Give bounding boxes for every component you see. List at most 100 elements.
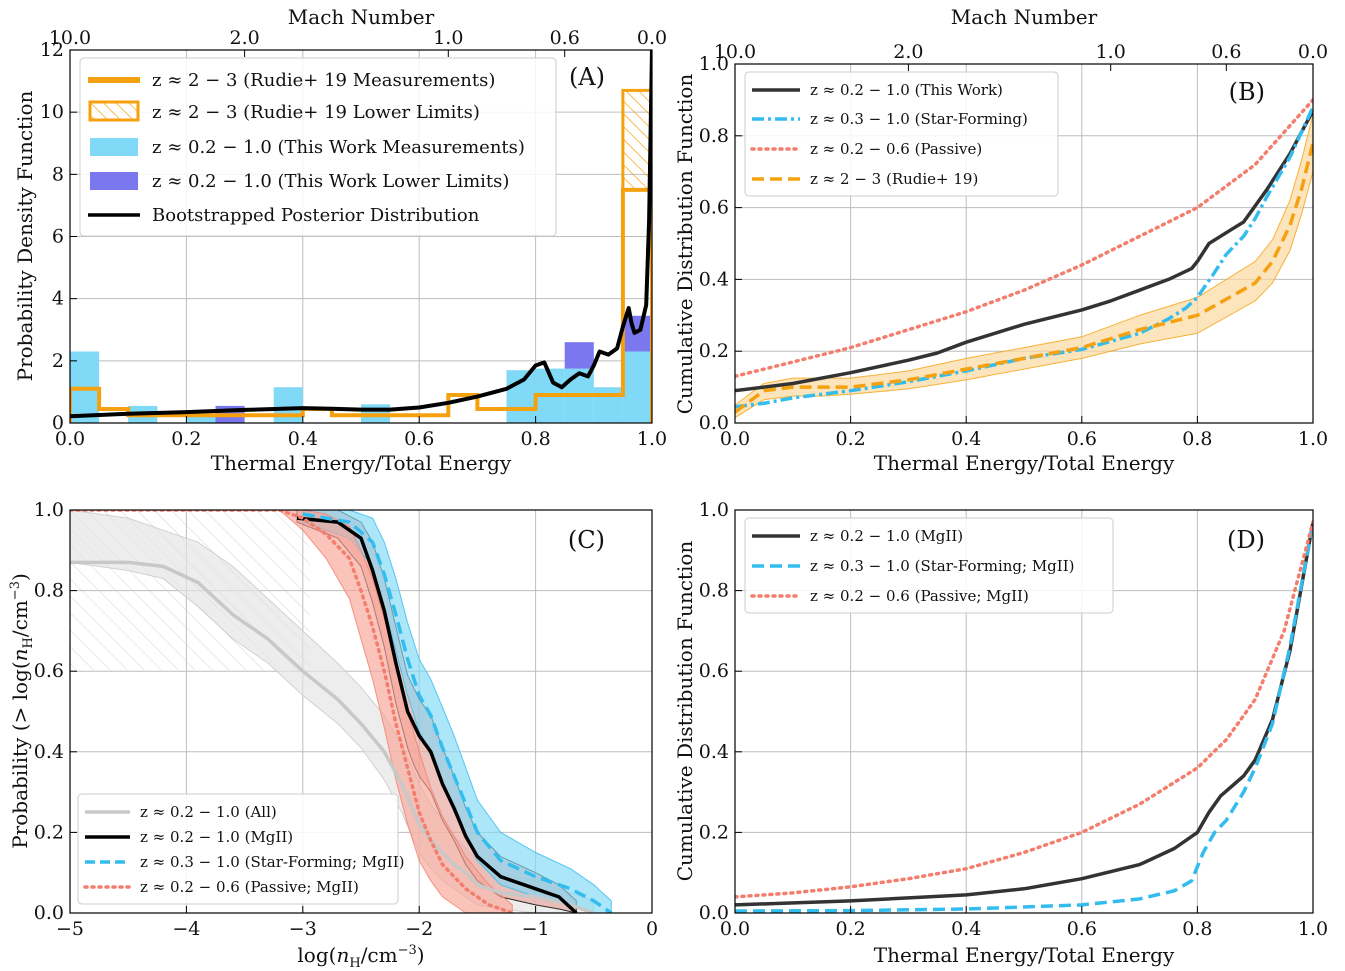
plot-area-c: [70, 510, 613, 913]
tick-label-x-b: 0.0: [720, 428, 750, 450]
series-line-c: [302, 512, 613, 913]
ticks-d: 0.0 0.2 0.4 0.6 0.8 1.0 0.0 0.2 0.4 0.6 0.8 1.0: [699, 499, 1328, 940]
series-line-d: [735, 521, 1313, 913]
tick-label-y-a: 0: [52, 412, 64, 434]
tick-label-x-c: −4: [172, 918, 200, 940]
ticks-c: −5 −4 −3 −2 −1 0 0.0 0.2 0.4 0.6 0.8 1.0: [34, 499, 658, 940]
tick-label-top-a: 1.0: [433, 27, 463, 49]
legend-a-frame: [79, 57, 557, 237]
panel-b-tag: (B): [1229, 78, 1265, 106]
tick-label-y-c: 0.2: [34, 821, 64, 843]
histogram-bar-measurements: [506, 370, 536, 423]
tick-label-x-a: 0.0: [55, 428, 85, 450]
axes-frame-c: [69, 509, 653, 914]
legend-b-label: z ≈ 0.2 − 0.6 (Passive): [810, 140, 982, 158]
series-line-b: [735, 109, 1313, 393]
histogram-bar-rudie-lower-limits: [621, 88, 652, 192]
panel-d-ylabel: Cumulative Distribution Function: [673, 541, 697, 882]
tick-label-y-b: 0.8: [699, 125, 729, 147]
legend-a-label: z ≈ 2 − 3 (Rudie+ 19 Lower Limits): [152, 102, 480, 123]
tick-label-y-c: 0.0: [34, 902, 64, 924]
panel-d: 0.0 0.2 0.4 0.6 0.8 1.0 0.0 0.2 0.4 0.6 0.8 1.0 (D)…: [673, 499, 1328, 967]
series-line-d: [735, 521, 1313, 907]
legend-a-item: z ≈ 0.2 − 1.0 (This Work Lower Limits): [90, 171, 509, 192]
panel-b-ylabel: Cumulative Distribution Function: [673, 74, 697, 415]
legend-d-label: z ≈ 0.2 − 0.6 (Passive; MgII): [810, 587, 1029, 605]
legend-c-item: z ≈ 0.3 − 1.0 (Star-Forming; MgII): [85, 853, 405, 871]
tick-label-top-a: 2.0: [229, 27, 259, 49]
legend-b-item: z ≈ 0.2 − 0.6 (Passive): [750, 140, 982, 158]
histogram-bar-measurements: [186, 413, 216, 423]
tick-label-x-b: 0.2: [835, 428, 865, 450]
ticks-b: 0.0 0.2 0.4 0.6 0.8 1.00.00.20.40.60.81.010.0…: [699, 41, 1328, 450]
tick-label-x-a: 0.4: [288, 428, 318, 450]
tick-label-x-d: 0.2: [835, 918, 865, 940]
series-line-a: [70, 50, 652, 419]
tick-label-y-a: 10: [40, 101, 64, 123]
plot-area-a: [70, 50, 652, 423]
series-line-c: [296, 516, 578, 913]
tick-label-y-a: 6: [52, 226, 64, 248]
tick-label-top-a: 0.6: [550, 27, 580, 49]
histogram-bar-measurements: [593, 387, 623, 423]
tick-label-x-a: 0.6: [404, 428, 434, 450]
tick-label-top-b: 10.0: [714, 41, 756, 63]
legend-d-item: z ≈ 0.2 − 1.0 (MgII): [752, 527, 963, 545]
series-line-b: [735, 106, 1313, 409]
legend-a-swatch: [88, 100, 140, 122]
tick-label-x-c: −2: [405, 918, 433, 940]
tick-label-y-d: 1.0: [699, 499, 729, 521]
tick-label-x-b: 0.4: [951, 428, 981, 450]
tick-label-x-d: 0.6: [1067, 918, 1097, 940]
panel-d-tag: (D): [1227, 526, 1265, 554]
panel-a-tag: (A): [569, 63, 605, 91]
tick-label-y-c: 0.4: [34, 741, 64, 763]
tick-label-x-b: 0.6: [1067, 428, 1097, 450]
tick-label-y-b: 0.4: [699, 268, 729, 290]
panel-b-top-label: Mach Number: [951, 5, 1098, 29]
legend-a-swatch: [90, 138, 138, 156]
panel-c-ylabel: Probability (> log(nH/cm−3): [8, 573, 36, 849]
legend-c-item: z ≈ 0.2 − 1.0 (MgII): [85, 828, 293, 846]
tick-label-y-b: 0.6: [699, 197, 729, 219]
tick-label-top-a: 10.0: [49, 27, 91, 49]
tick-label-x-a: 0.2: [171, 428, 201, 450]
tick-label-x-c: −1: [522, 918, 550, 940]
panel-d-xlabel: Thermal Energy/Total Energy: [874, 943, 1175, 967]
tick-label-y-b: 0.0: [699, 412, 729, 434]
legend-b-label: z ≈ 2 − 3 (Rudie+ 19): [810, 170, 978, 188]
legend-b-label: z ≈ 0.3 − 1.0 (Star-Forming): [810, 110, 1028, 128]
tick-label-y-d: 0.2: [699, 821, 729, 843]
legend-c-label: z ≈ 0.3 − 1.0 (Star-Forming; MgII): [140, 853, 405, 871]
histogram-bar-lower-limits: [564, 342, 594, 369]
panel-a-ylabel: Probability Density Function: [13, 91, 37, 382]
legend-c-frame: [77, 793, 399, 905]
legend-b-item: z ≈ 2 − 3 (Rudie+ 19): [752, 170, 978, 188]
panel-c-tag: (C): [568, 526, 605, 554]
legend-b-item: z ≈ 0.3 − 1.0 (Star-Forming): [752, 110, 1028, 128]
tick-label-y-c: 1.0: [34, 499, 64, 521]
legend-c-label: z ≈ 0.2 − 1.0 (MgII): [140, 828, 293, 846]
legend-d-label: z ≈ 0.2 − 1.0 (MgII): [810, 527, 963, 545]
legend-b: z ≈ 0.2 − 1.0 (This Work) z ≈ 0.3 − 1.0 …: [744, 71, 1059, 197]
series-line-d: [735, 520, 1313, 899]
tick-label-x-d: 0.8: [1182, 918, 1212, 940]
legend-d-item: z ≈ 0.3 − 1.0 (Star-Forming; MgII): [752, 557, 1075, 575]
legend-a-swatch: [90, 172, 138, 190]
histogram-bar-measurements: [273, 387, 303, 423]
tick-label-top-b: 0.0: [1298, 41, 1328, 63]
legend-b-frame: [744, 71, 1059, 197]
legend-a-item: Bootstrapped Posterior Distribution: [88, 205, 480, 226]
confidence-band-c: [70, 510, 595, 913]
tick-label-y-d: 0.8: [699, 580, 729, 602]
panel-c: −5 −4 −3 −2 −1 0 0.0 0.2 0.4 0.6 0.8 1.0 (C) log(nH…: [8, 499, 658, 971]
tick-label-y-c: 0.6: [34, 660, 64, 682]
tick-label-x-c: 0: [646, 918, 658, 940]
legend-a-label: z ≈ 2 − 3 (Rudie+ 19 Measurements): [152, 70, 495, 91]
tick-label-y-a: 4: [52, 288, 64, 310]
panel-c-xlabel: log(nH/cm−3): [297, 943, 424, 971]
tick-label-x-b: 1.0: [1298, 428, 1328, 450]
tick-label-x-b: 0.8: [1182, 428, 1212, 450]
